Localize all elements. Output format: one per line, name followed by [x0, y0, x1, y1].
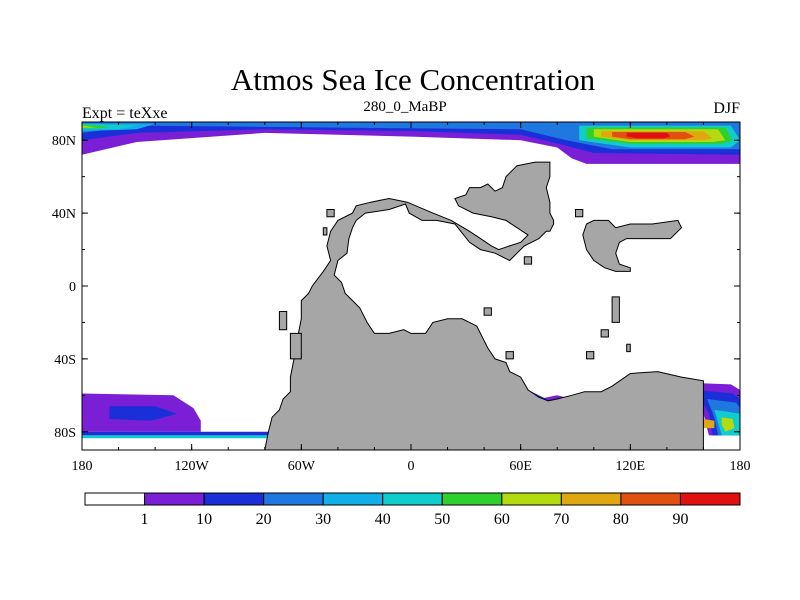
ice-region-arctic-midblue [82, 122, 740, 150]
land-islet-e7 [505, 351, 514, 360]
colorbar-box [679, 492, 741, 506]
y-tick-label: 0 [69, 280, 76, 295]
colorbar-box [382, 492, 443, 506]
colorbar-label: 40 [375, 511, 391, 528]
ice-region-se-america-purple [513, 373, 572, 405]
land-islet-e6 [626, 343, 631, 353]
x-tick-label: 0 [408, 459, 415, 474]
land-east-asia [582, 219, 683, 272]
x-axis: 180 120W 60W 0 60E 120E 180 [72, 122, 751, 474]
ice-region-se-yellow [721, 417, 735, 432]
colorbar: 1 10 20 30 40 50 60 70 80 90 [84, 492, 741, 528]
land-islet-e5 [586, 351, 595, 360]
y-tick-label: 80N [52, 134, 76, 149]
ice-region-south-blue [109, 406, 177, 421]
colorbar-label: 70 [553, 511, 569, 528]
colorbar-label: 50 [434, 511, 450, 528]
y-tick-label: 40N [52, 207, 76, 222]
land-islet-e4 [600, 329, 609, 338]
land-pangea-main [264, 161, 704, 450]
colorbar-box [144, 492, 205, 506]
colorbar-box [620, 492, 681, 506]
ice-region-arctic-yellow [82, 125, 97, 128]
colorbar-label: 90 [672, 511, 688, 528]
plot-area [82, 122, 740, 450]
colorbar-box [560, 492, 622, 506]
ice-region-south-strip-blue [82, 431, 280, 436]
land-islet-e3 [611, 296, 620, 323]
colorbar-label: 30 [315, 511, 331, 528]
land-islet-n2 [322, 227, 328, 236]
x-tick-label: 120E [616, 459, 646, 474]
x-tick-label: 180 [72, 459, 93, 474]
colorbar-label: 20 [256, 511, 272, 528]
ice-region-se-orange [703, 419, 715, 429]
colorbar-box [263, 492, 324, 506]
colorbar-box [501, 492, 562, 506]
land-islet-n1 [326, 209, 335, 218]
land-islet-e8 [523, 256, 533, 265]
colorbar-label: 1 [141, 511, 149, 528]
chart-title: Atmos Sea Ice Concentration [231, 62, 596, 97]
y-tick-label: 80S [54, 426, 76, 441]
colorbar-box [84, 492, 146, 506]
x-tick-label: 60W [288, 459, 316, 474]
land-south-america-east [289, 332, 302, 360]
chart-subtitle: 280_0_MaBP [363, 99, 446, 115]
ice-region-asia-red [626, 132, 671, 139]
colorbar-box [203, 492, 265, 506]
y-tick-label: 40S [54, 353, 76, 368]
colorbar-label: 60 [494, 511, 510, 528]
land-islet-e2 [483, 307, 492, 316]
colorbar-box [322, 492, 384, 506]
left-label: Expt = teXxe [82, 105, 167, 122]
x-tick-label: 120W [175, 459, 210, 474]
colorbar-label: 80 [613, 511, 629, 528]
colorbar-box [441, 492, 503, 506]
x-tick-label: 60E [509, 459, 532, 474]
right-label: DJF [713, 100, 740, 117]
y-axis: 80N 40N 0 40S 80S [52, 134, 740, 441]
ice-region-south-strip-cyan [82, 435, 280, 439]
land-islet-e1 [575, 209, 584, 218]
colorbar-label: 10 [196, 511, 212, 528]
x-tick-label: 180 [730, 459, 751, 474]
land-islet-n3 [278, 311, 288, 331]
land-mask [264, 161, 704, 450]
